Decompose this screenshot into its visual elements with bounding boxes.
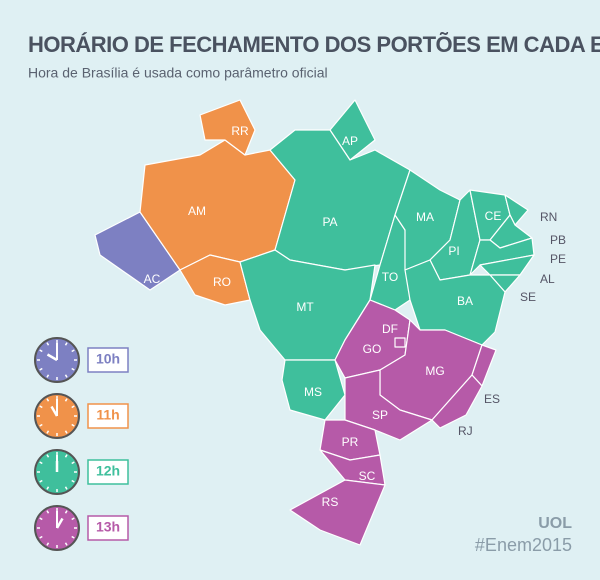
clock-tick (71, 349, 75, 353)
clock-tick (46, 398, 50, 402)
clock-tick (39, 405, 43, 409)
state-label: AL (540, 272, 555, 286)
clock-tick (64, 430, 68, 434)
clock-hand (50, 405, 59, 417)
time-box (87, 347, 129, 373)
state-label: RJ (458, 424, 473, 438)
clock-tick (64, 510, 68, 514)
clock-tick (46, 542, 50, 546)
clock-tick (64, 454, 68, 458)
clock-tick (71, 367, 75, 371)
state-label: PI (448, 244, 459, 258)
state-label: PA (322, 215, 337, 229)
state (94, 211, 181, 291)
clock-tick (64, 398, 68, 402)
clock-tick (39, 349, 43, 353)
state-label: MA (416, 210, 434, 224)
state-labels: AC AM RR RO AP PA MT MS TO MA PI CE RN P… (144, 124, 566, 509)
state-label: PE (550, 252, 566, 266)
state (319, 449, 386, 486)
state-label: BA (457, 294, 473, 308)
clock-tick (71, 517, 75, 521)
clock-tick (46, 486, 50, 490)
clock-tick (39, 423, 43, 427)
state-label: DF (382, 322, 398, 336)
clock-tick (39, 367, 43, 371)
state-label: SC (359, 469, 376, 483)
state (239, 249, 376, 361)
state-label: AC (144, 272, 161, 286)
state-label: AM (188, 204, 206, 218)
time-box (87, 459, 129, 485)
brand: UOL (538, 515, 572, 532)
state-label: MT (296, 300, 314, 314)
state-label: SP (372, 408, 388, 422)
clock-hand (46, 353, 58, 362)
state (289, 479, 386, 546)
state-label: ES (484, 392, 500, 406)
clock-tick (71, 479, 75, 483)
clock-tick (64, 374, 68, 378)
clock-tick (39, 479, 43, 483)
clock-tick (46, 454, 50, 458)
title: HORÁRIO DE FECHAMENTO DOS PORTÕES EM CAD… (28, 32, 600, 57)
clock-tick (39, 517, 43, 521)
state-label: PB (550, 233, 566, 247)
clock-tick (71, 535, 75, 539)
time-label: 10h (96, 351, 120, 367)
hashtag: #Enem2015 (475, 535, 572, 555)
clock-tick (64, 342, 68, 346)
time-label: 12h (96, 463, 120, 479)
state (199, 99, 256, 156)
state (431, 374, 483, 429)
state-label: RR (231, 124, 249, 138)
state-label: CE (485, 209, 502, 223)
clock-tick (64, 542, 68, 546)
clock-tick (46, 342, 50, 346)
state-label: TO (382, 270, 398, 284)
map (94, 99, 535, 546)
clock-tick (46, 430, 50, 434)
time-box (87, 403, 129, 429)
clock-hand (55, 517, 64, 529)
clock-tick (39, 535, 43, 539)
time-box (87, 515, 129, 541)
clock-tick (46, 510, 50, 514)
clock-tick (46, 374, 50, 378)
state-label: RO (213, 275, 231, 289)
state-label: AP (342, 134, 358, 148)
state (394, 337, 406, 348)
clock-tick (71, 423, 75, 427)
clock-tick (71, 461, 75, 465)
state-label: RN (540, 210, 557, 224)
time-label: 11h (96, 407, 119, 423)
clock-tick (64, 486, 68, 490)
state-label: MG (425, 364, 444, 378)
time-label: 13h (96, 519, 120, 535)
state-label: RS (322, 495, 339, 509)
state-label: PR (342, 435, 359, 449)
clock-tick (39, 461, 43, 465)
state-label: MS (304, 385, 322, 399)
state-label: SE (520, 290, 536, 304)
state-label: GO (363, 342, 382, 356)
legend: 10h 11h 12h 13h (34, 337, 129, 551)
clock-tick (71, 405, 75, 409)
subtitle: Hora de Brasília é usada como parâmetro … (28, 65, 328, 81)
